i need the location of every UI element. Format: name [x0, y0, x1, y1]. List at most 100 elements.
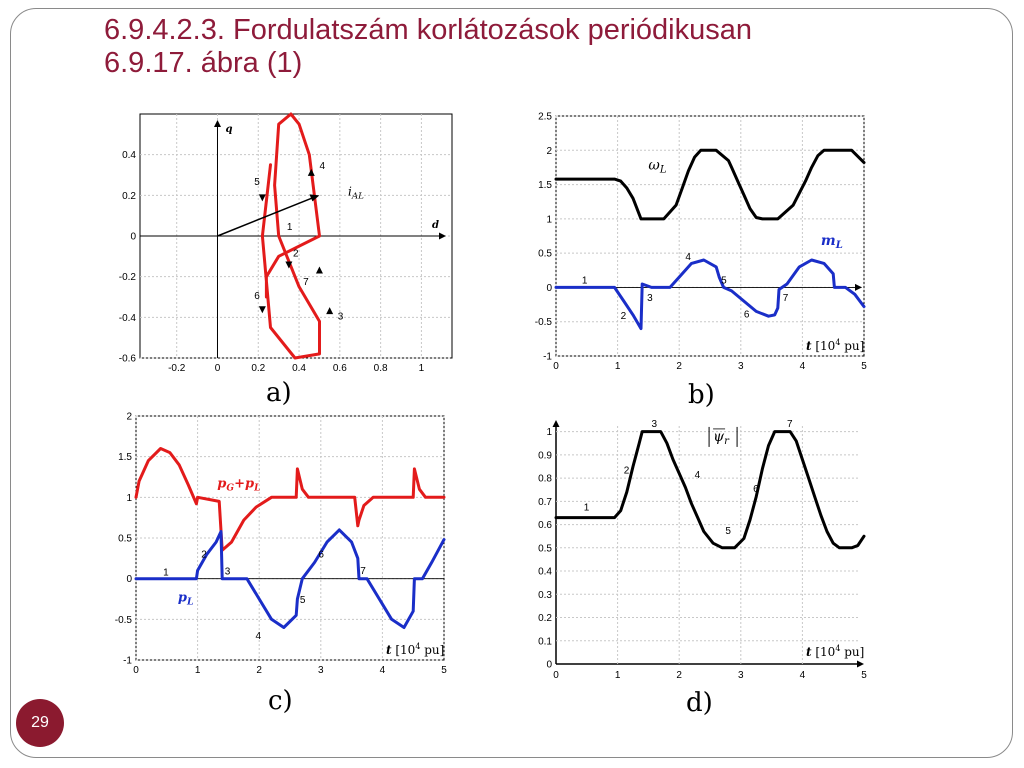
a-dir-arrow-2	[285, 261, 293, 269]
a-ytick-label: -0.4	[119, 313, 137, 324]
panel-c: 0 1 2 3 4 5 2 1.5 1 0.5 0 -0.5 -1 pG+pL pL t [104 pu] 1 2…	[100, 408, 460, 680]
a-xtick-label: 0	[215, 363, 221, 374]
d-annotation-2: 2	[624, 465, 630, 476]
a-dir-arrow-7	[315, 266, 323, 274]
d-ytick-label: 0.9	[538, 450, 552, 461]
b-zero-axis-arrow	[855, 283, 862, 291]
c-time-label: t [104 pu]	[386, 642, 444, 657]
d-annotation-6: 6	[753, 484, 759, 495]
c-pgpl-curve	[134, 447, 446, 552]
a-xtick-label: 0.2	[251, 363, 265, 374]
b-ytick-label: -1	[543, 352, 552, 363]
chart-c: 0 1 2 3 4 5 2 1.5 1 0.5 0 -0.5 -1 pG+pL pL t [104 pu] 1 2…	[115, 412, 447, 677]
d-xtick-label: 3	[738, 670, 744, 681]
a-annotation-4: 4	[319, 161, 325, 172]
b-annotation-3: 3	[647, 293, 653, 304]
c-ytick-label: 0	[126, 574, 132, 585]
b-ytick-label: 2.5	[538, 112, 552, 123]
c-xtick-label: 3	[318, 665, 324, 676]
a-annotation-5: 5	[254, 177, 260, 188]
a-annotation-6: 6	[254, 291, 260, 302]
panel-label-b: b)	[688, 380, 715, 410]
a-ytick-label: 0	[130, 232, 136, 243]
b-plot-frame	[555, 115, 865, 357]
c-ytick-label: -0.5	[115, 615, 133, 626]
d-ytick-label: 0.8	[538, 474, 552, 485]
b-xtick-label: 4	[800, 361, 806, 372]
b-ytick-label: 0.5	[538, 249, 552, 260]
c-pl-curve	[134, 528, 446, 629]
c-ytick-label: 2	[126, 412, 132, 423]
title-line-1: 6.9.4.2.3. Fordulatszám korlátozások per…	[104, 14, 753, 46]
c-pl-label: pL	[178, 590, 194, 607]
c-xtick-label: 2	[256, 665, 262, 676]
a-ial-vector	[217, 197, 312, 237]
page-number-badge: 29	[16, 699, 64, 747]
b-annotation-4: 4	[685, 252, 691, 263]
b-annotation-7: 7	[783, 293, 789, 304]
b-ytick-label: 2	[546, 146, 552, 157]
b-ytick-label: 0	[546, 283, 552, 294]
a-annotation-7: 7	[303, 277, 309, 288]
a-d-axis-arrow	[439, 232, 446, 240]
c-xtick-label: 0	[133, 665, 139, 676]
a-ial-label: iAL	[348, 184, 364, 201]
b-omega-label: ωL	[648, 157, 666, 175]
d-ytick-label: 0.7	[538, 497, 552, 508]
a-q-label: q	[225, 124, 232, 135]
c-pgpl-label: pG+pL	[217, 477, 260, 494]
d-annotation-3: 3	[651, 419, 657, 430]
d-ytick-label: 1	[546, 427, 552, 438]
d-ytick-label: 0.6	[538, 520, 552, 531]
panel-b: 0 1 2 3 4 5 2.5 2 1.5 1 0.5 0 -0.5 -1 ωL mL t [104 pu] 1 2…	[520, 108, 880, 373]
c-annotation-2: 2	[201, 550, 207, 561]
chart-b: 0 1 2 3 4 5 2.5 2 1.5 1 0.5 0 -0.5 -1 ωL mL t [104 pu] 1 2…	[535, 112, 867, 373]
a-annotation-2: 2	[293, 248, 299, 259]
a-xtick-label: 0.8	[374, 363, 388, 374]
b-xtick-label: 5	[861, 361, 867, 372]
b-xtick-label: 1	[615, 361, 621, 372]
d-psi-curve	[554, 430, 866, 550]
d-annotation-7: 7	[787, 419, 793, 430]
c-annotation-1: 1	[163, 567, 169, 578]
d-ytick-label: 0.1	[538, 636, 552, 647]
c-xtick-label: 4	[380, 665, 386, 676]
b-omega-curve	[554, 148, 866, 221]
a-ytick-label: 0.4	[122, 150, 136, 161]
d-ytick-label: 0.4	[538, 567, 552, 578]
b-annotation-1: 1	[582, 275, 588, 286]
d-annotation-1: 1	[584, 503, 590, 514]
panel-a: -0.2 0 0.2 0.4 0.6 0.8 1 0.4 0.2 0 -0.2 -0.4 -0.6 q d i…	[119, 110, 460, 374]
b-ytick-label: -0.5	[535, 317, 553, 328]
d-time-label: t [104 pu]	[806, 644, 864, 659]
b-ytick-label: 1	[546, 214, 552, 225]
d-ytick-label: 0.2	[538, 613, 552, 624]
b-annotation-2: 2	[621, 311, 627, 322]
c-xtick-label: 1	[195, 665, 201, 676]
b-ml-curve	[554, 258, 866, 331]
a-dir-arrow-3	[326, 307, 334, 315]
panel-label-d: d)	[686, 688, 713, 718]
slide-title: 6.9.4.2.3. Fordulatszám korlátozások per…	[104, 14, 752, 80]
a-ytick-label: -0.2	[119, 272, 137, 283]
a-xtick-label: -0.2	[168, 363, 186, 374]
b-xtick-label: 3	[738, 361, 744, 372]
a-xtick-label: 1	[419, 363, 425, 374]
b-annotation-6: 6	[744, 310, 750, 321]
b-time-label: t [104 pu]	[806, 338, 864, 353]
page-number: 29	[31, 714, 49, 731]
d-xtick-label: 4	[800, 670, 806, 681]
d-psi-label: ψr	[713, 429, 730, 447]
d-annotation-4: 4	[695, 470, 701, 481]
b-ml-label: mL	[821, 233, 843, 251]
c-ytick-label: 1	[126, 493, 132, 504]
d-ytick-label: 0	[546, 660, 552, 671]
c-ytick-label: -1	[123, 656, 132, 667]
a-dir-arrow-4	[307, 168, 315, 176]
title-line-2: 6.9.17. ábra (1)	[104, 47, 303, 79]
a-d-label: d	[432, 220, 439, 231]
a-xtick-label: 0.6	[333, 363, 347, 374]
b-ytick-label: 1.5	[538, 180, 552, 191]
b-xtick-label: 2	[676, 361, 682, 372]
a-ial-trajectory	[260, 112, 321, 360]
